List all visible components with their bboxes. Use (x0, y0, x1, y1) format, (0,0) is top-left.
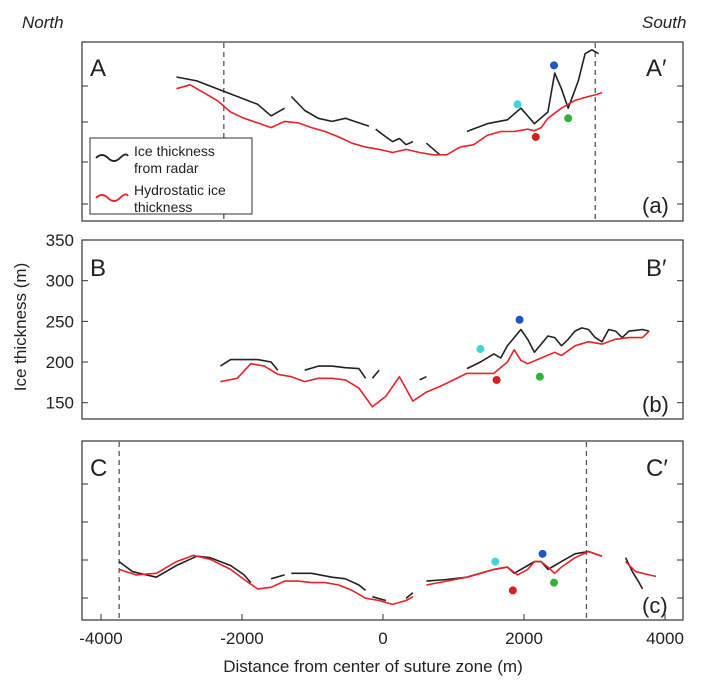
blue-point-marker (550, 61, 559, 70)
hydrostatic-thickness-line (220, 330, 650, 408)
panel-b-markers (476, 315, 544, 384)
panel-c-markers (491, 549, 559, 595)
green-point-marker (564, 114, 573, 123)
green-point-marker (535, 372, 544, 381)
y-tick-label: 300 (46, 272, 74, 291)
panel-a-markers (513, 61, 573, 141)
north-label: North (22, 13, 64, 32)
red-point-marker (531, 132, 540, 141)
legend-hydrostatic-line1: Hydrostatic ice (134, 182, 226, 198)
panel-c-frame (81, 440, 684, 621)
y-tick-label: 150 (46, 394, 74, 413)
panel-c-dashed-lines (118, 442, 588, 619)
panel-b-tag: (b) (642, 392, 669, 417)
cyan-point-marker (476, 345, 485, 354)
radar-thickness-line (419, 375, 427, 381)
y-tick-label: 250 (46, 312, 74, 331)
red-point-marker (492, 375, 501, 384)
radar-thickness-line (375, 128, 414, 146)
x-tick-label: -4000 (79, 629, 122, 648)
x-tick-label: -2000 (220, 629, 263, 648)
radar-thickness-line (219, 358, 279, 371)
panel-b-curves (219, 327, 650, 408)
x-tick-labels: -4000 -2000 0 2000 4000 (79, 629, 684, 648)
panel-a-frame (81, 41, 684, 222)
red-point-marker (508, 586, 517, 595)
legend-hydrostatic-swatch (95, 193, 129, 202)
panel-a-ticks (82, 85, 683, 205)
panel-a-dashed-lines (223, 43, 596, 220)
x-tick-label: 2000 (505, 629, 543, 648)
radar-thickness-line (291, 572, 367, 592)
radar-thickness-line (425, 142, 441, 156)
legend-radar-line2: from radar (134, 160, 199, 176)
radar-thickness-line (372, 595, 387, 602)
legend-hydrostatic-line2: thickness (134, 199, 192, 215)
hydrostatic-thickness-line (176, 84, 603, 156)
panel-b-frame (81, 239, 684, 420)
panel-b-right-label: B′ (646, 255, 667, 282)
radar-thickness-line (290, 95, 370, 127)
x-tick-label: 0 (378, 629, 387, 648)
hydrostatic-thickness-line (426, 550, 603, 586)
radar-thickness-line (304, 365, 367, 379)
panel-a-right-label: A′ (646, 55, 667, 82)
legend: Ice thickness from radar Hydrostatic ice… (89, 137, 253, 215)
radar-thickness-line (405, 592, 414, 599)
hydrostatic-thickness-line (118, 554, 414, 606)
hydrostatic-thickness-line (625, 561, 657, 578)
blue-point-marker (538, 549, 547, 558)
cyan-point-marker (513, 100, 522, 109)
radar-thickness-line (466, 49, 599, 133)
y-tick-label: 200 (46, 353, 74, 372)
radar-thickness-line (176, 76, 285, 117)
panel-b-left-label: B (90, 255, 106, 282)
panel-a-left-label: A (90, 55, 106, 82)
y-tick-label: 350 (46, 231, 74, 250)
panel-a-curves (176, 49, 603, 156)
radar-thickness-line (270, 574, 285, 580)
radar-thickness-line (426, 550, 603, 582)
panel-a: A A′ (a) Ice thickness from radar Hydros… (81, 41, 684, 222)
panel-c-right-label: C′ (646, 455, 668, 482)
panel-c-curves (118, 550, 657, 606)
blue-point-marker (515, 315, 524, 324)
legend-radar-swatch (95, 153, 129, 162)
legend-radar-line1: Ice thickness (134, 143, 215, 159)
panel-a-tag: (a) (642, 193, 669, 218)
panel-c-left-label: C (90, 455, 107, 482)
panel-c-tag: (c) (642, 593, 668, 618)
x-axis-title: Distance from center of suture zone (m) (223, 657, 523, 676)
south-label: South (642, 13, 686, 32)
green-point-marker (550, 578, 559, 587)
x-tick-label: 4000 (646, 629, 684, 648)
panel-c-x-ticks (100, 614, 666, 620)
y-axis-title: Ice thickness (m) (11, 263, 30, 391)
radar-thickness-line (371, 369, 380, 379)
panel-b: 150 200 250 300 350 B B′ (b) (46, 231, 684, 420)
legend-box (89, 137, 253, 215)
panel-c: C C′ (c) (81, 440, 684, 621)
panel-c-ticks (82, 483, 683, 599)
cyan-point-marker (491, 557, 500, 566)
panel-b-y-ticks: 150 200 250 300 350 (46, 231, 683, 413)
radar-thickness-line (466, 327, 650, 370)
